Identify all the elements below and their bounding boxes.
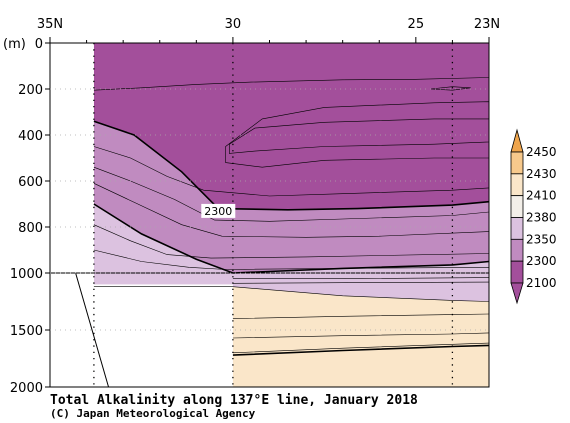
y-tick-label: 0	[35, 37, 43, 52]
bold-contour-line	[232, 344, 489, 356]
contour-line	[93, 166, 489, 222]
chart-title: Total Alkalinity along 137°E line, Janua…	[50, 393, 418, 408]
decorative-slant-line	[75, 272, 110, 388]
bold-contour-line	[93, 120, 489, 211]
x-axis: 35N 30 25 23N	[37, 17, 500, 43]
contour-line	[232, 281, 489, 284]
colorbar-segment	[510, 173, 524, 197]
no-data-region-north	[50, 43, 94, 387]
contour-line	[232, 332, 489, 339]
x-tick-label: 35N	[37, 17, 63, 32]
colorbar-label: 2300	[526, 254, 557, 268]
contour-line	[232, 313, 489, 319]
colorbar-label: 2350	[526, 232, 557, 246]
fill-layer	[50, 43, 489, 387]
contour-line	[232, 342, 489, 354]
contour-line	[93, 183, 489, 238]
contour-line	[430, 86, 471, 91]
y-tick-label: 600	[18, 175, 43, 190]
y-tick-label: 200	[18, 83, 43, 98]
y-tick-label: 800	[18, 221, 43, 236]
contour-line	[93, 77, 489, 91]
contour-line	[93, 146, 489, 197]
colorbar-label: 2100	[526, 276, 557, 290]
colorbar-segment	[510, 238, 524, 262]
colorbar-label: 2410	[526, 189, 557, 203]
colorbar-label: 2430	[526, 167, 557, 181]
contour-line	[225, 101, 489, 168]
contour-labels: 2300	[201, 203, 236, 218]
colorbar-segment	[510, 151, 524, 175]
y-tick-label: 1000	[10, 267, 43, 282]
y-tick-label: 1500	[10, 324, 43, 339]
colorbar-label: 2380	[526, 211, 557, 225]
colorbar-segment	[510, 260, 524, 284]
contour-line	[93, 286, 489, 302]
station-markers	[93, 43, 454, 387]
depth-unit-label: (m)	[3, 37, 26, 52]
no-data-region-deep	[93, 284, 233, 387]
contour-line	[229, 118, 489, 154]
x-tick-label: 25	[408, 17, 425, 32]
colorbar: 2100 2300 2350 2380 2410 2430 2450	[510, 128, 557, 305]
x-tick-label: 30	[225, 17, 242, 32]
colorbar-segment	[510, 217, 524, 240]
colorbar-top-arrow	[510, 128, 524, 153]
x-tick-label: 23N	[474, 17, 500, 32]
chart-credit: (C) Japan Meteorological Agency	[50, 407, 256, 420]
y-tick-label: 2000	[10, 381, 43, 396]
y-axis: 0 200 400 600 800 1000 1500 2000	[10, 37, 489, 396]
colorbar-segment	[510, 195, 524, 218]
y-tick-label: 400	[18, 129, 43, 144]
contour-line	[232, 277, 489, 279]
contour-label-box	[201, 203, 236, 218]
colorbar-bottom-arrow	[510, 282, 524, 305]
contour-label: 2300	[204, 205, 232, 218]
colorbar-label: 2450	[526, 145, 557, 159]
